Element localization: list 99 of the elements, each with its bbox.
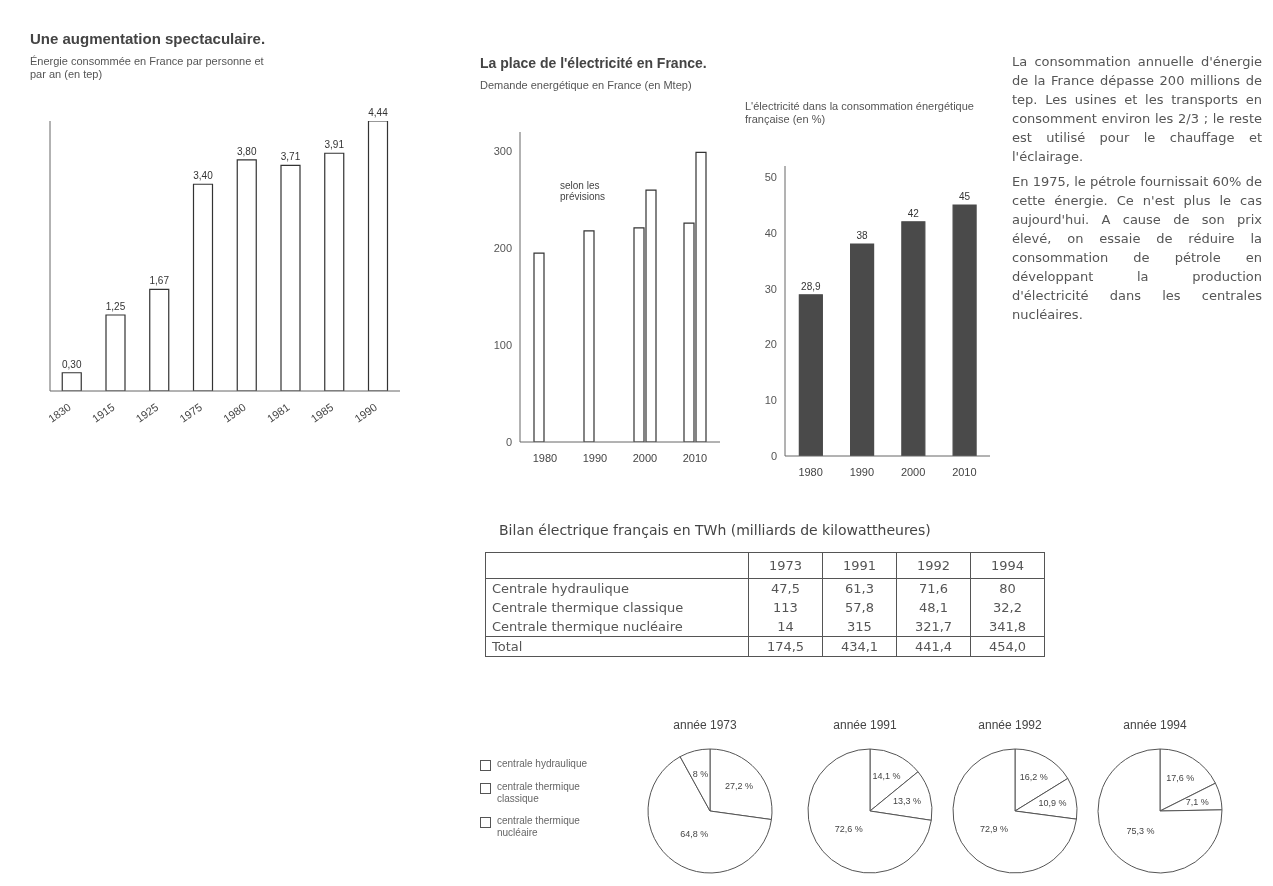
bar xyxy=(324,152,345,391)
data-label: 13,3 % xyxy=(893,795,922,806)
chart-title: année 1992 xyxy=(977,718,1043,732)
pie-slice xyxy=(952,748,1077,874)
bar xyxy=(149,288,170,391)
data-label: 64,8 % xyxy=(680,828,709,839)
bar xyxy=(798,294,823,456)
y-tick-label: 0 xyxy=(505,435,512,448)
text: Centrale hydraulique xyxy=(491,580,630,598)
chart-title: Une augmentation spectaculaire. xyxy=(30,30,267,47)
data-label: 14 xyxy=(748,617,823,637)
bar xyxy=(280,164,301,391)
data-label: 3,40 xyxy=(193,170,214,182)
data-label: 441,4 xyxy=(896,636,971,657)
data-label: 72,6 % xyxy=(834,824,863,835)
y-tick-label: 100 xyxy=(493,339,512,352)
data-label: 47,5 xyxy=(748,578,823,598)
data-label: 0,30 xyxy=(62,358,82,370)
data-label: 38 xyxy=(856,230,869,242)
x-tick-label: 1990 xyxy=(582,452,608,464)
chart-subtitle: L'électricité dans la consommation énergétique française (en %) xyxy=(745,100,975,126)
data-label: 80 xyxy=(970,578,1045,598)
legend-label: centrale thermique classique xyxy=(497,781,581,805)
data-label: 174,5 xyxy=(748,636,823,657)
data-label: 4,44 xyxy=(368,107,389,118)
chart-title: année 1973 xyxy=(672,718,738,732)
x-tick-label: 2010 xyxy=(952,466,977,478)
x-tick-label: 2000 xyxy=(632,452,658,464)
bar xyxy=(952,204,977,456)
text: Total xyxy=(491,638,524,656)
y-tick-label: 0 xyxy=(770,449,777,462)
bar xyxy=(901,221,926,456)
bar xyxy=(192,183,214,391)
chart-title: La place de l'électricité en France. xyxy=(480,55,708,71)
category-label: 1994 xyxy=(970,552,1045,579)
chart-title: année 1991 xyxy=(832,718,898,732)
data-label: 113 xyxy=(748,598,823,617)
y-tick-label: 300 xyxy=(493,145,512,158)
data-label: 1,67 xyxy=(149,275,170,287)
bar xyxy=(105,314,126,391)
y-tick-label: 30 xyxy=(764,282,777,295)
x-tick-label: 2000 xyxy=(900,466,926,478)
annotation: selon les prévisions xyxy=(560,180,607,202)
text: En 1975, le pétrole fournissait 60% de cette énergie. Ce n'est plus le cas aujourd'hui. A cause de son prix élevé, on essaie de réduire la consommation de pétrole en développant la production d'électricité dans les centrales nucléaires. xyxy=(1012,173,1262,324)
data-label: 75,3 % xyxy=(1126,825,1155,836)
y-tick-label: 40 xyxy=(764,226,777,239)
data-label: 3,71 xyxy=(280,151,301,163)
category-label: 1992 xyxy=(896,552,971,579)
x-tick-label: 1980 xyxy=(532,452,558,464)
y-tick-label: 20 xyxy=(764,338,777,351)
text: Centrale thermique classique xyxy=(491,599,685,617)
data-label: 341,8 xyxy=(970,617,1045,637)
bar xyxy=(61,372,82,391)
data-label: 1,25 xyxy=(105,300,126,312)
chart-subtitle: Énergie consommée en France par personne et par an (en tep) xyxy=(30,55,265,81)
data-label: 32,2 xyxy=(970,598,1045,617)
bar xyxy=(367,121,389,391)
x-tick-label: 1990 xyxy=(849,466,875,478)
bar xyxy=(850,243,875,456)
data-label: 16,2 % xyxy=(1019,772,1048,783)
category-label: 1973 xyxy=(748,552,823,579)
data-label: 71,6 xyxy=(896,578,971,598)
data-label: 454,0 xyxy=(970,636,1045,657)
data-label: 61,3 xyxy=(822,578,897,598)
y-tick-label: 200 xyxy=(493,242,512,255)
chart-title: année 1994 xyxy=(1122,718,1188,732)
pie-slice xyxy=(1097,748,1223,874)
data-label: 315 xyxy=(822,617,897,637)
chart-subtitle: Demande energétique en France (en Mtep) xyxy=(480,79,693,92)
y-tick-label: 10 xyxy=(764,394,777,407)
data-label: 17,6 % xyxy=(1166,773,1195,784)
data-label: 57,8 xyxy=(822,598,897,617)
y-tick-label: 50 xyxy=(764,171,777,184)
text: Bilan électrique français en TWh (milliards de kilowattheures) xyxy=(499,522,932,538)
legend-label: centrale hydraulique xyxy=(497,758,589,770)
bar xyxy=(236,159,257,391)
data-label: 3,80 xyxy=(237,145,257,157)
data-label: 27,2 % xyxy=(724,780,754,791)
data-label: 28,9 xyxy=(801,280,822,292)
data-label: 321,7 xyxy=(896,617,971,637)
data-label: 7,1 % xyxy=(1185,796,1209,807)
bar xyxy=(583,230,595,442)
x-tick-label: 1980 xyxy=(798,466,823,478)
data-label: 72,9 % xyxy=(980,824,1009,835)
data-label: 3,91 xyxy=(324,139,345,151)
text: Centrale thermique nucléaire xyxy=(491,618,684,636)
data-label: 434,1 xyxy=(822,636,897,657)
data-label: 14,1 % xyxy=(872,771,901,782)
x-tick-label: 2010 xyxy=(682,452,708,464)
legend-label: centrale thermique nucléaire xyxy=(497,815,581,839)
data-label: 45 xyxy=(959,191,971,203)
category-label: 1991 xyxy=(822,552,897,579)
data-label: 8 % xyxy=(692,768,709,779)
data-label: 42 xyxy=(907,207,920,219)
pie-slice xyxy=(807,748,932,874)
data-label: 48,1 xyxy=(896,598,971,617)
bar xyxy=(533,252,545,442)
text: La consommation annuelle d'énergie de la France dépasse 200 millions de tep. Les usines et les transports en consomment environ les 2/3 ; le reste est utilisé pour le chauffage et l'éclairage. xyxy=(1012,53,1262,166)
data-label: 10,9 % xyxy=(1038,797,1067,808)
